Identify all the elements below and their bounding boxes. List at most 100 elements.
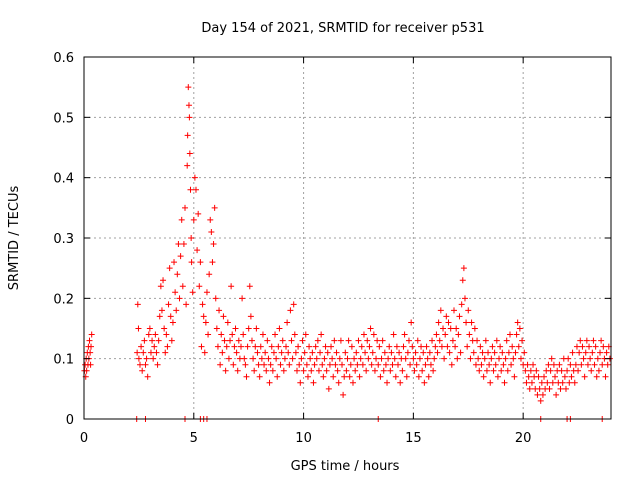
data-point — [182, 204, 189, 211]
data-point — [386, 343, 393, 350]
data-point — [188, 235, 195, 241]
data-point — [449, 337, 456, 344]
data-point — [267, 361, 274, 368]
data-point — [141, 337, 148, 344]
data-point — [160, 277, 167, 284]
data-point — [146, 325, 153, 332]
data-point — [455, 331, 462, 338]
data-point — [576, 349, 583, 356]
data-point — [407, 361, 414, 368]
data-point — [242, 361, 249, 368]
data-point — [266, 379, 273, 386]
data-point — [452, 343, 459, 350]
data-point — [331, 337, 338, 344]
data-point — [221, 337, 228, 344]
data-point — [134, 301, 141, 308]
data-point — [592, 343, 599, 350]
data-point — [569, 349, 576, 356]
data-point — [323, 367, 330, 374]
data-point — [503, 337, 510, 344]
data-point — [521, 349, 528, 356]
data-point — [185, 102, 192, 109]
data-point — [194, 247, 201, 254]
data-point — [229, 331, 236, 338]
data-point — [184, 132, 191, 139]
data-point — [314, 337, 321, 344]
data-point — [328, 343, 335, 350]
data-point — [150, 355, 157, 362]
data-point — [389, 361, 396, 368]
data-point — [526, 385, 533, 392]
data-point — [259, 331, 266, 338]
data-point — [295, 343, 302, 350]
data-point — [541, 373, 548, 380]
data-point — [583, 337, 590, 344]
data-point — [395, 361, 402, 368]
data-point — [158, 307, 165, 314]
data-point — [353, 349, 360, 356]
data-point — [333, 349, 340, 356]
data-point — [269, 367, 276, 374]
data-point — [491, 349, 498, 356]
data-point — [138, 343, 145, 350]
data-point — [549, 379, 556, 386]
data-point — [228, 283, 235, 290]
data-point — [169, 319, 176, 326]
data-point — [162, 349, 169, 356]
data-point — [588, 367, 595, 374]
data-point — [600, 343, 607, 350]
data-point — [186, 150, 193, 157]
data-point — [427, 361, 434, 368]
data-point — [594, 355, 601, 362]
data-point — [539, 391, 546, 398]
data-point — [203, 289, 210, 296]
data-point — [485, 349, 492, 356]
data-point — [463, 319, 470, 326]
data-point — [354, 361, 361, 368]
data-point — [512, 349, 519, 356]
data-point — [356, 373, 363, 380]
data-point — [308, 367, 315, 374]
data-point — [156, 313, 163, 320]
data-point — [391, 355, 398, 362]
data-point — [214, 343, 221, 350]
data-point — [459, 277, 466, 284]
data-point — [604, 361, 611, 368]
data-point — [344, 355, 351, 362]
data-point — [375, 361, 382, 368]
data-point — [516, 325, 523, 332]
data-point — [357, 355, 364, 362]
data-point — [464, 343, 471, 350]
data-point — [538, 379, 545, 386]
data-point — [590, 337, 597, 344]
data-point — [234, 367, 241, 374]
data-point — [581, 373, 588, 380]
data-point — [405, 337, 412, 344]
data-point — [534, 391, 541, 398]
data-point — [430, 367, 437, 374]
data-point — [504, 367, 511, 374]
data-point — [410, 355, 417, 362]
data-point — [277, 361, 284, 368]
x-tick-label: 10 — [295, 431, 312, 446]
data-point — [435, 319, 442, 326]
data-point — [149, 337, 156, 344]
data-point — [429, 337, 436, 344]
data-point — [413, 361, 420, 368]
data-point — [337, 337, 344, 344]
data-point — [217, 361, 224, 368]
data-point — [304, 373, 311, 380]
data-point — [191, 174, 198, 181]
x-tick-label: 5 — [190, 431, 198, 446]
data-point — [340, 391, 347, 398]
data-point — [431, 355, 438, 362]
data-point — [422, 361, 429, 368]
data-point — [285, 349, 292, 356]
data-point — [537, 397, 544, 404]
data-point — [227, 337, 234, 344]
data-point — [288, 337, 295, 344]
data-point — [446, 349, 453, 356]
data-point — [486, 361, 493, 368]
data-point — [179, 283, 186, 290]
data-point — [235, 337, 242, 344]
